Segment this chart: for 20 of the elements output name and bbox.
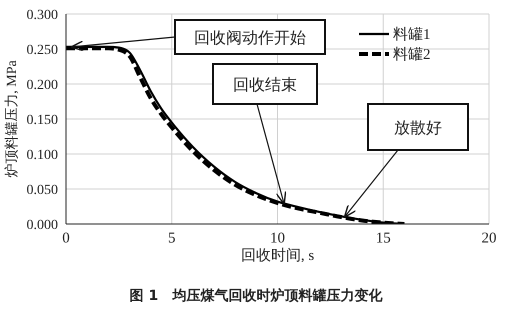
y-tick-label: 0.250 — [26, 42, 58, 58]
text: 图 1 均压煤气回收时炉顶料罐压力变化 — [128, 287, 384, 305]
legend-label: 料罐1 — [393, 26, 430, 43]
x-tick-label: 0 — [62, 230, 70, 247]
x-tick-label: 20 — [482, 230, 496, 247]
y-tick-label: 0.200 — [26, 78, 58, 93]
y-axis-title: 炉顶料罐压力, MPa — [4, 59, 20, 178]
annotation: 放散好 — [394, 120, 442, 137]
annotation: 回收结束 — [233, 76, 297, 94]
x-axis-title: 回收时间, s — [240, 247, 314, 264]
x-tick-label: 5 — [168, 230, 176, 247]
legend-label: 料罐2 — [393, 46, 430, 63]
y-tick-label: 0.100 — [26, 148, 58, 163]
y-tick-label: 0.050 — [26, 182, 58, 198]
x-tick-label: 10 — [270, 230, 285, 247]
x-tick-label: 15 — [376, 230, 391, 247]
annotation: 回收阀动作开始 — [194, 29, 306, 47]
y-tick-label: 0.000 — [26, 218, 58, 233]
y-tick-label: 0.150 — [26, 112, 58, 128]
y-tick-label: 0.300 — [26, 8, 58, 23]
